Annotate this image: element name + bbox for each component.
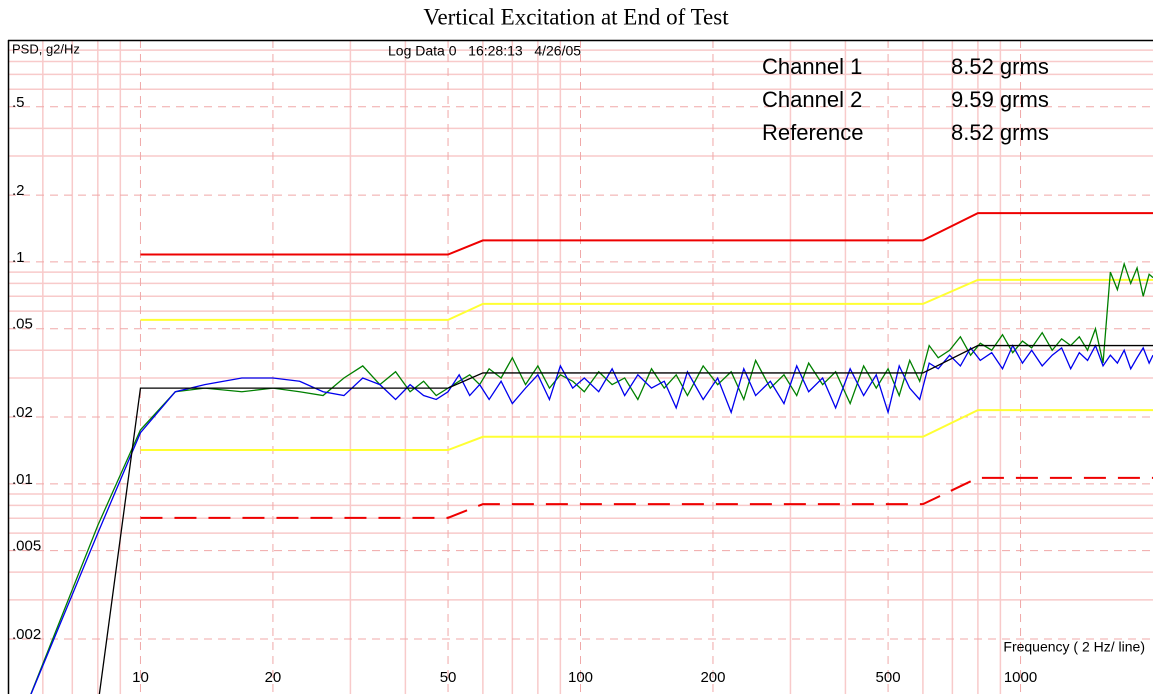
x-axis-label: Frequency ( 2 Hz/ line)	[1003, 639, 1145, 655]
limit-line	[140, 278, 1153, 321]
y-tick-label: .1	[12, 249, 25, 266]
y-tick-label: .01	[12, 471, 33, 488]
x-tick-label: 500	[876, 669, 901, 686]
series-line	[30, 343, 1153, 694]
legend-value: 8.52 grms	[951, 54, 1049, 79]
labels: 10 20 50 100 200 500 1000 .5 .2 .1 .05 .02 .01 .005 .0…	[12, 54, 1049, 686]
x-tick-label: 20	[265, 669, 282, 686]
series-line	[30, 261, 1153, 694]
limit-line	[140, 409, 1153, 452]
y-tick-label: .2	[12, 182, 25, 199]
header-info: Log Data 0 16:28:13 4/26/05	[388, 43, 581, 59]
series-line	[98, 344, 1153, 694]
x-tick-label: 10	[132, 669, 149, 686]
legend-value: 9.59 grms	[951, 87, 1049, 112]
y-tick-label: .05	[12, 316, 33, 333]
plot-lines	[30, 212, 1153, 694]
chart-title: Vertical Excitation at End of Test	[423, 4, 729, 29]
x-tick-label: 200	[700, 669, 725, 686]
y-tick-label: .5	[12, 94, 25, 111]
legend-name: Channel 1	[762, 54, 862, 79]
y-tick-label: .005	[12, 538, 41, 555]
legend-name: Channel 2	[762, 87, 862, 112]
y-axis-label: PSD, g2/Hz	[12, 41, 80, 56]
x-tick-label: 50	[440, 669, 457, 686]
legend-value: 8.52 grms	[951, 120, 1049, 145]
x-tick-label: 1000	[1004, 669, 1037, 686]
y-tick-label: .002	[12, 626, 41, 643]
legend-name: Reference	[762, 120, 864, 145]
x-tick-label: 100	[568, 669, 593, 686]
limit-line	[140, 476, 1153, 519]
y-tick-label: .02	[12, 404, 33, 421]
limit-line	[140, 212, 1153, 256]
